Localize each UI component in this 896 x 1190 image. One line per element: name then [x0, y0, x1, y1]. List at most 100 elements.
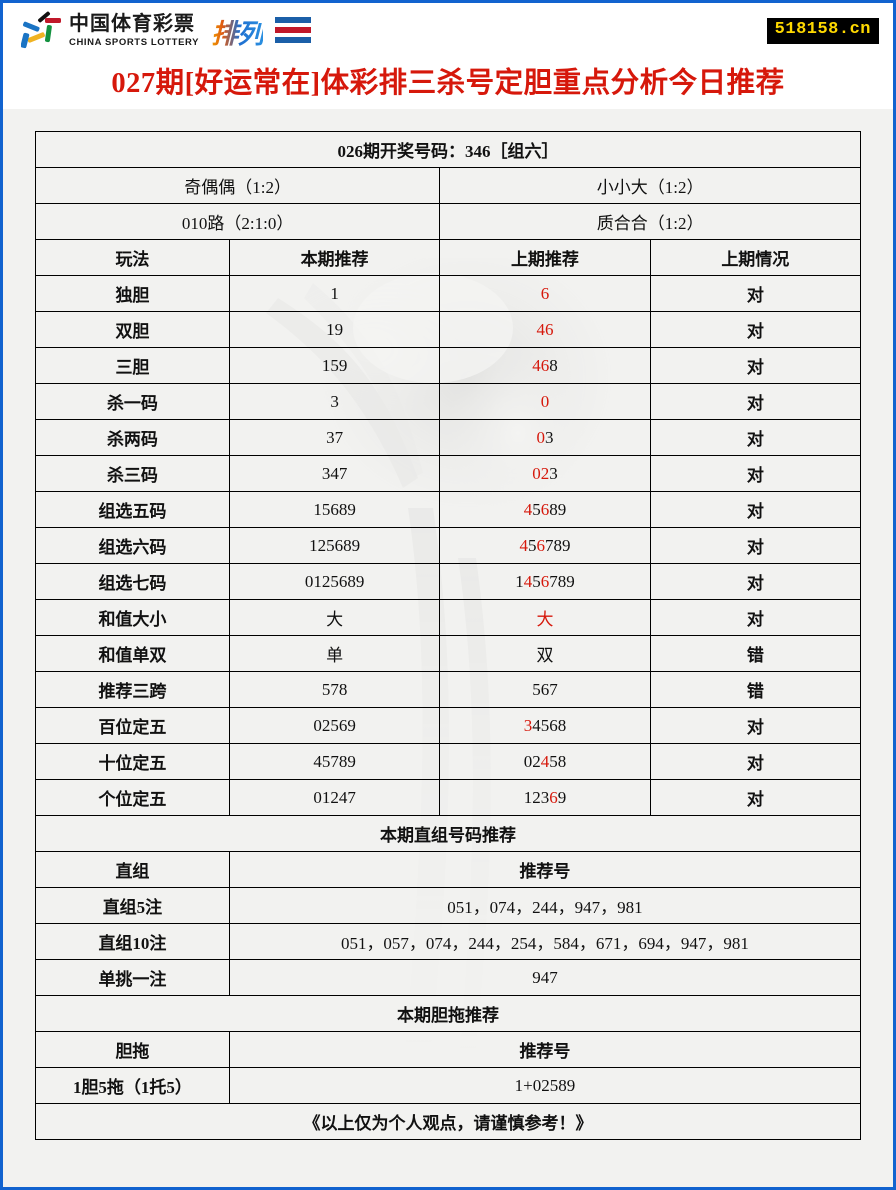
table-row: 杀一码 3 0 对	[35, 383, 862, 420]
play-name-cell: 杀一码	[35, 383, 230, 420]
section-header-row: 胆拖 推荐号	[35, 1031, 862, 1068]
previous-recommend-cell: 45689	[439, 491, 651, 528]
table-row: 杀两码 37 03 对	[35, 419, 862, 456]
previous-result-cell: 对	[649, 383, 862, 420]
previous-result-cell: 对	[649, 419, 862, 456]
table-row: 杀三码 347 023 对	[35, 455, 862, 492]
disclaimer-row: 《以上仅为个人观点，请谨慎参考！》	[35, 1103, 861, 1140]
lottery-emblem-icon	[21, 11, 61, 49]
section-banner: 本期胆拖推荐	[35, 995, 861, 1032]
play-name-cell: 双胆	[35, 311, 230, 348]
current-recommend-cell: 15689	[228, 491, 441, 528]
current-recommend-cell: 159	[228, 347, 441, 384]
logo-chinese-text: 中国体育彩票	[69, 13, 195, 36]
logo-three-bars-icon	[275, 17, 312, 43]
sports-lottery-logo: 中国体育彩票 CHINA SPORTS LOTTERY 排列	[21, 11, 313, 51]
previous-recommend-cell: 456789	[439, 527, 651, 564]
number-segment: 3	[544, 427, 554, 447]
number-segment: 4	[540, 751, 550, 771]
number-segment: 4	[519, 535, 528, 555]
play-name-cell: 组选六码	[35, 527, 230, 564]
number-segment: 789	[544, 535, 571, 555]
previous-result-cell: 对	[649, 311, 862, 348]
parity-cell: 奇偶偶（1:2）	[34, 167, 441, 204]
table-row: 三胆 159 468 对	[35, 347, 862, 384]
road-cell: 010路（2:1:0）	[34, 203, 441, 240]
table-row: 十位定五 45789 02458 对	[35, 743, 862, 780]
previous-result-cell: 对	[649, 707, 862, 744]
previous-recommend-cell: 023	[439, 455, 651, 492]
analysis-table-body: 026期开奖号码：346［组六］ 奇偶偶（1:2） 小小大（1:2） 010路（…	[34, 131, 862, 816]
section-banner: 本期直组号码推荐	[35, 815, 861, 852]
number-segment: 02	[532, 463, 550, 483]
recommended-numbers-cell: 051，057，074，244，254，584，671，694，947，981	[228, 923, 862, 960]
column-header-row: 玩法 本期推荐 上期推荐 上期情况	[35, 239, 862, 276]
table-row: 推荐三跨 578 567 错	[35, 671, 862, 708]
number-segment: 58	[549, 751, 567, 771]
parity-size-row: 奇偶偶（1:2） 小小大（1:2）	[34, 167, 861, 204]
current-recommend-cell: 19	[228, 311, 441, 348]
section-banner-row: 本期胆拖推荐	[35, 995, 861, 1032]
number-segment: 双	[536, 646, 554, 665]
number-segment: 4	[523, 499, 533, 519]
header-current: 本期推荐	[228, 239, 441, 276]
play-name-cell: 组选七码	[35, 563, 230, 600]
logo-english-text: CHINA SPORTS LOTTERY	[69, 37, 200, 49]
number-segment: 6	[540, 283, 550, 303]
table-row: 1胆5拖（1托5） 1+02589	[35, 1067, 862, 1104]
section-header-numbers: 推荐号	[228, 1031, 862, 1068]
previous-recommend-cell: 02458	[439, 743, 651, 780]
zhizu-table-body: 本期直组号码推荐 直组 推荐号 直组5注 051，074，244，947，981 直组10…	[35, 815, 862, 996]
header-play: 玩法	[35, 239, 230, 276]
disclaimer-text: 《以上仅为个人观点，请谨慎参考！》	[35, 1103, 861, 1140]
current-recommend-cell: 1	[228, 275, 441, 312]
table-row: 独胆 1 6 对	[35, 275, 862, 312]
previous-recommend-cell: 6	[439, 275, 651, 312]
current-recommend-cell: 125689	[228, 527, 441, 564]
play-name-cell: 三胆	[35, 347, 230, 384]
content-tables: 026期开奖号码：346［组六］ 奇偶偶（1:2） 小小大（1:2） 010路（…	[3, 109, 893, 1140]
number-segment: 5	[532, 499, 541, 519]
draw-number-cell: 026期开奖号码：346［组六］	[35, 131, 861, 168]
number-segment: 0	[536, 427, 545, 447]
prime-cell: 质合合（1:2）	[439, 203, 861, 240]
current-recommend-cell: 01247	[228, 779, 441, 816]
previous-result-cell: 对	[649, 455, 862, 492]
analysis-table: 026期开奖号码：346［组六］ 奇偶偶（1:2） 小小大（1:2） 010路（…	[34, 131, 862, 1140]
dantuo-table-body: 本期胆拖推荐 胆拖 推荐号 1胆5拖（1托5） 1+02589	[35, 995, 862, 1104]
previous-result-cell: 错	[649, 671, 862, 708]
table-row: 直组5注 051，074，244，947，981	[35, 887, 862, 924]
previous-recommend-cell: 大	[439, 599, 651, 636]
play-name-cell: 组选五码	[35, 491, 230, 528]
section-header-label: 直组	[35, 851, 230, 888]
play-name-cell: 和值单双	[35, 635, 230, 672]
number-segment: 8	[549, 355, 558, 375]
previous-recommend-cell: 34568	[439, 707, 651, 744]
section-banner-row: 本期直组号码推荐	[35, 815, 861, 852]
current-recommend-cell: 大	[228, 599, 441, 636]
number-segment: 6	[540, 499, 550, 519]
number-segment: 5	[532, 571, 541, 591]
logo-game-name: 排列	[211, 12, 264, 51]
number-segment: 4	[523, 571, 533, 591]
recommended-numbers-cell: 051，074，244，947，981	[228, 887, 862, 924]
table-row: 双胆 19 46 对	[35, 311, 862, 348]
number-segment: 6	[536, 535, 545, 555]
number-segment: 大	[536, 610, 554, 629]
header-previous: 上期推荐	[439, 239, 651, 276]
number-segment: 46	[532, 355, 550, 375]
previous-result-cell: 对	[649, 527, 862, 564]
recommended-numbers-cell: 947	[228, 959, 862, 996]
play-name-cell: 杀两码	[35, 419, 230, 456]
number-segment: 6	[549, 787, 558, 807]
header-result: 上期情况	[649, 239, 862, 276]
table-row: 组选五码 15689 45689 对	[35, 491, 862, 528]
table-row: 组选七码 0125689 1456789 对	[35, 563, 862, 600]
previous-result-cell: 对	[649, 563, 862, 600]
site-url-badge[interactable]: 518158.cn	[766, 18, 879, 44]
number-segment: 0	[540, 391, 550, 411]
table-row: 单挑一注 947	[35, 959, 862, 996]
previous-recommend-cell: 12369	[439, 779, 651, 816]
current-recommend-cell: 45789	[228, 743, 441, 780]
